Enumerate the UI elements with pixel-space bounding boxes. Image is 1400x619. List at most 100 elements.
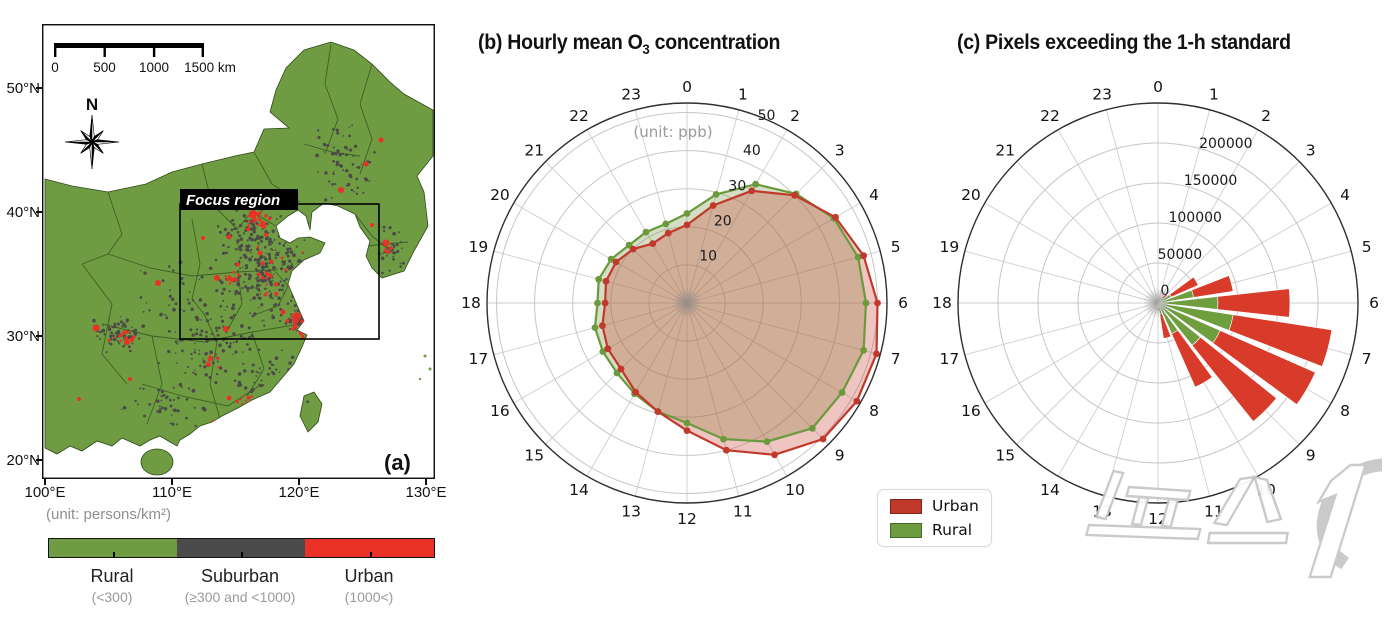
map-taiwan-island bbox=[299, 391, 323, 433]
city-dot bbox=[382, 239, 390, 247]
speckle bbox=[246, 265, 248, 268]
speckle bbox=[172, 307, 176, 312]
speckle bbox=[182, 309, 186, 313]
speckle bbox=[336, 149, 339, 152]
speckle bbox=[242, 213, 247, 218]
speckle bbox=[198, 278, 201, 281]
speckle bbox=[274, 368, 278, 371]
speckle bbox=[261, 272, 265, 275]
speckle bbox=[235, 340, 239, 343]
speckle bbox=[247, 277, 251, 281]
speckle bbox=[230, 316, 234, 320]
speckle bbox=[394, 251, 397, 254]
speckle bbox=[225, 251, 229, 255]
speckle bbox=[224, 369, 228, 373]
speckle bbox=[273, 364, 275, 367]
speckle bbox=[388, 269, 391, 272]
speckle bbox=[170, 414, 173, 416]
polar-grid bbox=[487, 103, 887, 503]
bar-hour-6 bbox=[1157, 288, 1291, 318]
hour-label: 4 bbox=[1340, 186, 1350, 204]
speckle bbox=[127, 335, 131, 339]
speckle bbox=[260, 320, 263, 322]
speckle bbox=[159, 312, 163, 317]
speckle bbox=[253, 312, 257, 316]
speckle bbox=[269, 295, 273, 299]
speckle bbox=[148, 309, 151, 312]
speckle bbox=[176, 342, 179, 345]
hour-label: 6 bbox=[1369, 294, 1379, 312]
bar-hour-7 bbox=[1157, 302, 1234, 331]
speckle bbox=[268, 257, 272, 261]
radial-tick-label: 100000 bbox=[1168, 210, 1221, 226]
lon-tick-120E: 120°E bbox=[278, 484, 320, 501]
speckle bbox=[168, 294, 172, 298]
urban-point bbox=[853, 397, 861, 405]
urban-point bbox=[832, 213, 839, 221]
speckle bbox=[176, 362, 178, 364]
speckle bbox=[172, 386, 175, 389]
speckle bbox=[381, 252, 384, 255]
speckle bbox=[252, 226, 257, 230]
radial-tick-label: 20 bbox=[714, 214, 732, 230]
speckle bbox=[163, 407, 168, 411]
urban-swatch bbox=[890, 498, 922, 514]
hour-label: 14 bbox=[1040, 481, 1060, 499]
speckle bbox=[176, 396, 180, 400]
rural-point bbox=[838, 389, 846, 396]
speckle bbox=[399, 265, 403, 268]
legend-item-urban: Urban bbox=[890, 497, 979, 515]
speckle bbox=[243, 386, 248, 390]
speckle bbox=[242, 362, 245, 365]
speckle bbox=[186, 298, 189, 301]
speckle bbox=[240, 402, 243, 405]
speckle bbox=[134, 399, 137, 403]
radial-tick-label: 30 bbox=[728, 178, 746, 194]
speckle bbox=[215, 353, 218, 356]
speckle bbox=[324, 198, 328, 202]
speckle bbox=[220, 315, 223, 318]
speckle bbox=[109, 342, 113, 346]
speckle bbox=[294, 314, 299, 318]
city-dot bbox=[370, 223, 374, 227]
speckle bbox=[346, 148, 349, 151]
news1-watermark bbox=[1084, 458, 1382, 579]
hour-label: 2 bbox=[790, 107, 800, 125]
speckle bbox=[157, 388, 160, 392]
radial-tick-label: 50000 bbox=[1158, 247, 1203, 263]
speckle bbox=[251, 314, 255, 318]
city-dot bbox=[226, 234, 232, 240]
speckle bbox=[185, 416, 188, 420]
hour-label: 9 bbox=[835, 447, 845, 465]
speckle bbox=[267, 252, 271, 256]
speckle bbox=[257, 215, 260, 219]
speckle bbox=[241, 326, 244, 328]
city-dot bbox=[92, 324, 100, 332]
speckle bbox=[119, 339, 123, 343]
speckle bbox=[315, 153, 319, 158]
speckle bbox=[277, 303, 281, 307]
speckle bbox=[220, 280, 224, 285]
speckle bbox=[243, 272, 248, 276]
speckle bbox=[353, 144, 358, 149]
speckle bbox=[255, 277, 258, 280]
speckle bbox=[137, 403, 139, 406]
hour-label: 1 bbox=[738, 85, 748, 103]
city-dot bbox=[207, 356, 213, 362]
speckle bbox=[194, 332, 199, 336]
speckle bbox=[230, 228, 234, 232]
compass-north-label: N bbox=[86, 95, 98, 114]
lon-tick-110E: 110°E bbox=[152, 484, 192, 501]
speckle bbox=[268, 273, 273, 278]
speckle bbox=[263, 245, 267, 249]
speckle bbox=[201, 406, 206, 411]
speckle bbox=[269, 237, 272, 240]
speckle bbox=[266, 291, 269, 295]
speckle bbox=[249, 287, 252, 289]
speckle bbox=[142, 310, 145, 313]
compass-rose-icon bbox=[64, 114, 120, 170]
speckle bbox=[260, 275, 265, 280]
city-dot bbox=[77, 397, 81, 401]
speckle bbox=[395, 243, 399, 247]
speckle bbox=[239, 237, 244, 241]
